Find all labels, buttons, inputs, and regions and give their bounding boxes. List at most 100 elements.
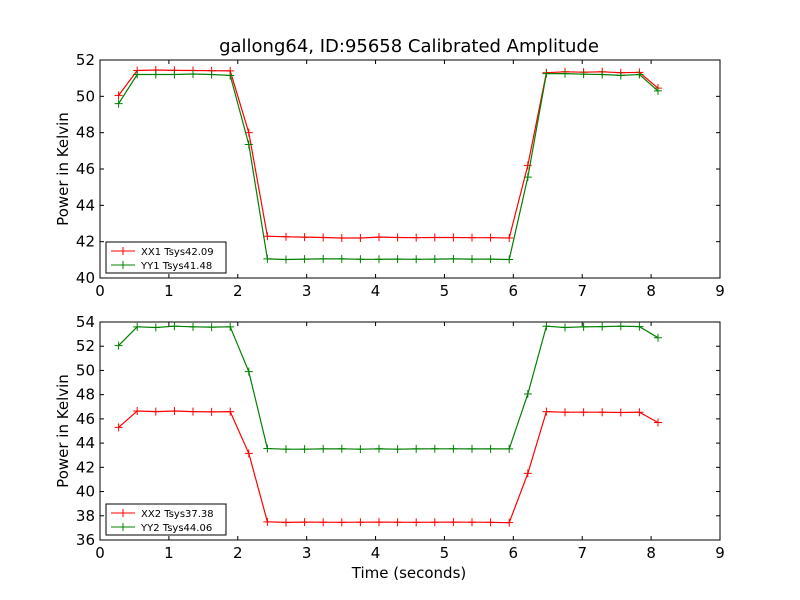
data-point-marker xyxy=(412,444,421,453)
data-point-marker xyxy=(523,173,532,182)
x-tick-label: 3 xyxy=(302,282,312,300)
data-point-marker xyxy=(300,233,309,242)
data-point-marker xyxy=(561,323,569,332)
y-tick-label: 40 xyxy=(76,483,95,501)
data-point-marker xyxy=(449,518,458,527)
data-point-marker xyxy=(337,444,346,453)
data-point-marker xyxy=(598,70,607,79)
y-axis-label-2: Power in Kelvin xyxy=(54,374,72,488)
x-tick-label: 0 xyxy=(95,544,105,562)
x-tick-label: 0 xyxy=(95,282,105,300)
data-point-marker xyxy=(114,423,123,432)
data-point-marker xyxy=(505,234,514,243)
data-point-marker xyxy=(319,518,328,527)
x-tick-label: 5 xyxy=(440,544,450,562)
data-point-marker xyxy=(598,322,607,331)
data-point-marker xyxy=(579,408,588,417)
data-point-marker xyxy=(226,407,235,416)
chart-title: gallong64, ID:95658 Calibrated Amplitude xyxy=(219,36,599,57)
data-point-marker xyxy=(356,255,365,264)
data-point-marker xyxy=(263,444,272,453)
data-point-marker xyxy=(356,234,365,243)
y-tick-label: 36 xyxy=(76,531,95,549)
data-point-marker xyxy=(356,518,365,527)
x-tick-label: 6 xyxy=(509,544,519,562)
data-point-marker xyxy=(393,233,402,242)
legend-label: YY2 Tsys44.06 xyxy=(140,523,212,534)
data-point-marker xyxy=(616,408,625,417)
legend-box-1 xyxy=(105,241,227,274)
y-tick-label: 54 xyxy=(76,313,95,331)
data-point-marker xyxy=(635,408,644,417)
y-axis-label-1: Power in Kelvin xyxy=(54,112,72,226)
data-point-marker xyxy=(319,233,328,242)
data-point-marker xyxy=(542,69,551,78)
data-point-marker xyxy=(319,444,328,453)
data-point-marker xyxy=(375,233,383,242)
data-point-marker xyxy=(449,233,458,242)
data-point-marker xyxy=(486,233,495,242)
x-tick-label: 4 xyxy=(371,544,381,562)
data-point-marker xyxy=(486,518,495,527)
data-point-marker xyxy=(282,445,290,454)
data-point-marker xyxy=(300,255,309,264)
data-point-marker xyxy=(523,390,532,399)
data-point-marker xyxy=(412,518,421,527)
data-point-marker xyxy=(542,407,551,416)
data-point-marker xyxy=(449,254,458,263)
data-point-marker xyxy=(300,445,309,454)
data-point-marker xyxy=(207,323,216,332)
y-tick-label: 42 xyxy=(76,458,95,476)
data-point-marker xyxy=(114,341,123,350)
data-point-marker xyxy=(170,407,179,416)
data-point-marker xyxy=(468,444,476,453)
x-tick-label: 6 xyxy=(509,282,519,300)
data-point-marker xyxy=(263,517,272,526)
data-point-marker xyxy=(151,70,160,79)
data-point-marker xyxy=(151,323,160,332)
data-point-marker xyxy=(430,444,439,453)
data-point-marker xyxy=(393,255,402,264)
data-point-marker xyxy=(244,367,253,376)
data-point-marker xyxy=(207,407,216,416)
data-point-marker xyxy=(561,69,569,78)
data-point-marker xyxy=(412,255,421,264)
data-point-marker xyxy=(486,255,495,264)
data-point-marker xyxy=(561,408,569,417)
data-point-marker xyxy=(468,518,476,527)
data-point-marker xyxy=(505,444,514,453)
data-point-marker xyxy=(337,254,346,263)
y-tick-label: 52 xyxy=(76,51,95,69)
data-point-marker xyxy=(337,234,346,243)
y-tick-label: 46 xyxy=(76,410,95,428)
x-tick-label: 3 xyxy=(302,544,312,562)
data-point-marker xyxy=(616,322,625,331)
x-tick-label: 8 xyxy=(646,544,656,562)
x-tick-label: 7 xyxy=(577,544,587,562)
y-tick-label: 50 xyxy=(76,87,95,105)
data-point-marker xyxy=(486,444,495,453)
data-point-marker xyxy=(244,449,253,458)
data-point-marker xyxy=(114,91,123,100)
data-point-marker xyxy=(598,408,607,417)
data-point-marker xyxy=(505,518,514,527)
data-point-marker xyxy=(654,418,662,427)
x-tick-label: 8 xyxy=(646,282,656,300)
data-point-marker xyxy=(263,232,272,241)
x-tick-label: 1 xyxy=(164,282,174,300)
data-point-marker xyxy=(189,69,197,78)
x-tick-label: 4 xyxy=(371,282,381,300)
data-point-marker xyxy=(375,518,383,527)
data-point-marker xyxy=(412,233,421,242)
data-point-marker xyxy=(654,333,662,342)
legend-marker xyxy=(119,509,127,517)
y-tick-label: 48 xyxy=(76,386,95,404)
legend-label: XX1 Tsys42.09 xyxy=(141,247,214,258)
x-tick-label: 2 xyxy=(233,544,243,562)
legend-marker xyxy=(119,523,127,531)
legend-marker xyxy=(119,261,127,269)
data-point-marker xyxy=(133,322,142,331)
data-point-marker xyxy=(189,322,197,331)
data-point-marker xyxy=(170,70,179,79)
